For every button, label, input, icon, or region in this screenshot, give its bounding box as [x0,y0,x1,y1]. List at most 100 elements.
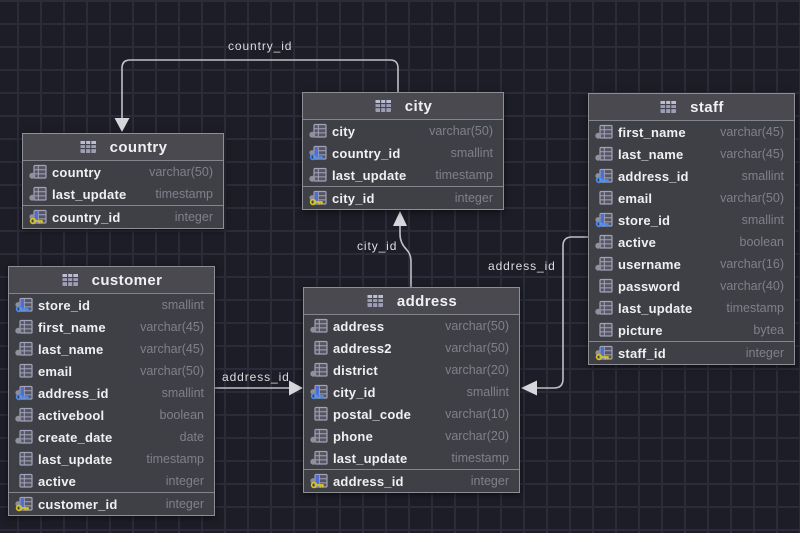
column-icon [15,429,34,445]
column-icon [595,124,614,140]
column-row-last_name[interactable]: last_name varchar(45) [589,143,794,165]
column-row-city_id[interactable]: city_id smallint [304,381,519,403]
column-row-create_date[interactable]: create_date date [9,426,214,448]
column-type: integer [165,474,204,488]
column-row-active[interactable]: active integer [9,470,214,492]
column-name: postal_code [333,406,412,422]
table-title: address [396,292,458,310]
primary-key-icon [595,345,614,361]
column-name: email [618,190,653,206]
column-icon [15,319,34,335]
table-icon [366,293,385,309]
column-type: integer [174,210,213,224]
column-row-activebool[interactable]: activebool boolean [9,404,214,426]
foreign-key-icon [15,385,34,401]
column-type: varchar(40) [720,279,784,293]
column-type: timestamp [451,451,509,465]
column-row-address2[interactable]: address2 varchar(50) [304,337,519,359]
column-name: city_id [332,190,375,206]
column-row-store_id[interactable]: store_id smallint [589,209,794,231]
column-row-username[interactable]: username varchar(16) [589,253,794,275]
column-row-address_id[interactable]: address_id smallint [9,382,214,404]
column-name: last_update [332,167,407,183]
table-header[interactable]: address [304,288,519,315]
table-address[interactable]: address address varchar(50) address2 varch… [303,287,520,493]
column-type: integer [745,346,784,360]
column-row-phone[interactable]: phone varchar(20) [304,425,519,447]
column-row-last_update[interactable]: last_update timestamp [304,447,519,469]
table-header[interactable]: customer [9,267,214,294]
column-name: city_id [333,384,376,400]
column-name: store_id [38,297,91,313]
column-icon [15,407,34,423]
column-name: phone [333,428,373,444]
column-type: timestamp [155,187,213,201]
column-row-address[interactable]: address varchar(50) [304,315,519,337]
column-name: activebool [38,407,105,423]
column-name: district [333,362,378,378]
column-row-last_update[interactable]: last_update timestamp [23,183,223,205]
column-name: last_name [38,341,104,357]
column-name: username [618,256,682,272]
column-name: password [618,278,681,294]
table-header[interactable]: country [23,134,223,161]
column-row-district[interactable]: district varchar(20) [304,359,519,381]
column-row-first_name[interactable]: first_name varchar(45) [589,121,794,143]
column-icon [595,300,614,316]
column-type: timestamp [726,301,784,315]
column-type: varchar(50) [445,319,509,333]
column-row-first_name[interactable]: first_name varchar(45) [9,316,214,338]
column-name: city [332,123,356,139]
column-row-last_update[interactable]: last_update timestamp [303,164,503,186]
column-row-active[interactable]: active boolean [589,231,794,253]
column-row-city_id[interactable]: city_id integer [303,187,503,209]
table-header[interactable]: staff [589,94,794,121]
column-row-password[interactable]: password varchar(40) [589,275,794,297]
table-columns: city varchar(50) country_id smallint last_… [303,120,503,186]
column-row-picture[interactable]: picture bytea [589,319,794,341]
column-row-city[interactable]: city varchar(50) [303,120,503,142]
relationship-line[interactable] [399,226,412,287]
column-row-customer_id[interactable]: customer_id integer [9,493,214,515]
column-type: date [179,430,204,444]
column-row-last_update[interactable]: last_update timestamp [9,448,214,470]
column-type: integer [470,474,509,488]
relationship-arrowhead [521,380,537,396]
column-row-store_id[interactable]: store_id smallint [9,294,214,316]
table-city[interactable]: city city varchar(50) country_id smallint … [302,92,504,210]
table-title: city [404,97,433,115]
column-row-last_update[interactable]: last_update timestamp [589,297,794,319]
table-header[interactable]: city [303,93,503,120]
column-icon [310,450,329,466]
column-icon [595,234,614,250]
relationship-label: city_id [357,239,398,253]
column-row-email[interactable]: email varchar(50) [589,187,794,209]
table-customer[interactable]: customer store_id smallint first_name varc… [8,266,215,516]
column-row-last_name[interactable]: last_name varchar(45) [9,338,214,360]
column-row-postal_code[interactable]: postal_code varchar(10) [304,403,519,425]
relationship-label: address_id [222,370,290,384]
column-type: smallint [161,298,204,312]
column-row-staff_id[interactable]: staff_id integer [589,342,794,364]
column-icon [15,341,34,357]
column-row-country_id[interactable]: country_id integer [23,206,223,228]
column-icon [29,186,48,202]
column-name: store_id [618,212,671,228]
column-row-country[interactable]: country varchar(50) [23,161,223,183]
column-name: address [333,318,385,334]
column-row-country_id[interactable]: country_id smallint [303,142,503,164]
column-type: varchar(45) [720,147,784,161]
table-title: customer [91,271,163,289]
table-primary-key-section: country_id integer [23,205,223,228]
table-staff[interactable]: staff first_name varchar(45) last_name var… [588,93,795,365]
column-row-address_id[interactable]: address_id smallint [589,165,794,187]
column-row-address_id[interactable]: address_id integer [304,470,519,492]
column-row-email[interactable]: email varchar(50) [9,360,214,382]
column-name: picture [618,322,663,338]
column-type: smallint [741,169,784,183]
column-name: staff_id [618,345,666,361]
table-country[interactable]: country country varchar(50) last_update ti… [22,133,224,229]
column-type: timestamp [146,452,204,466]
column-name: address_id [618,168,689,184]
